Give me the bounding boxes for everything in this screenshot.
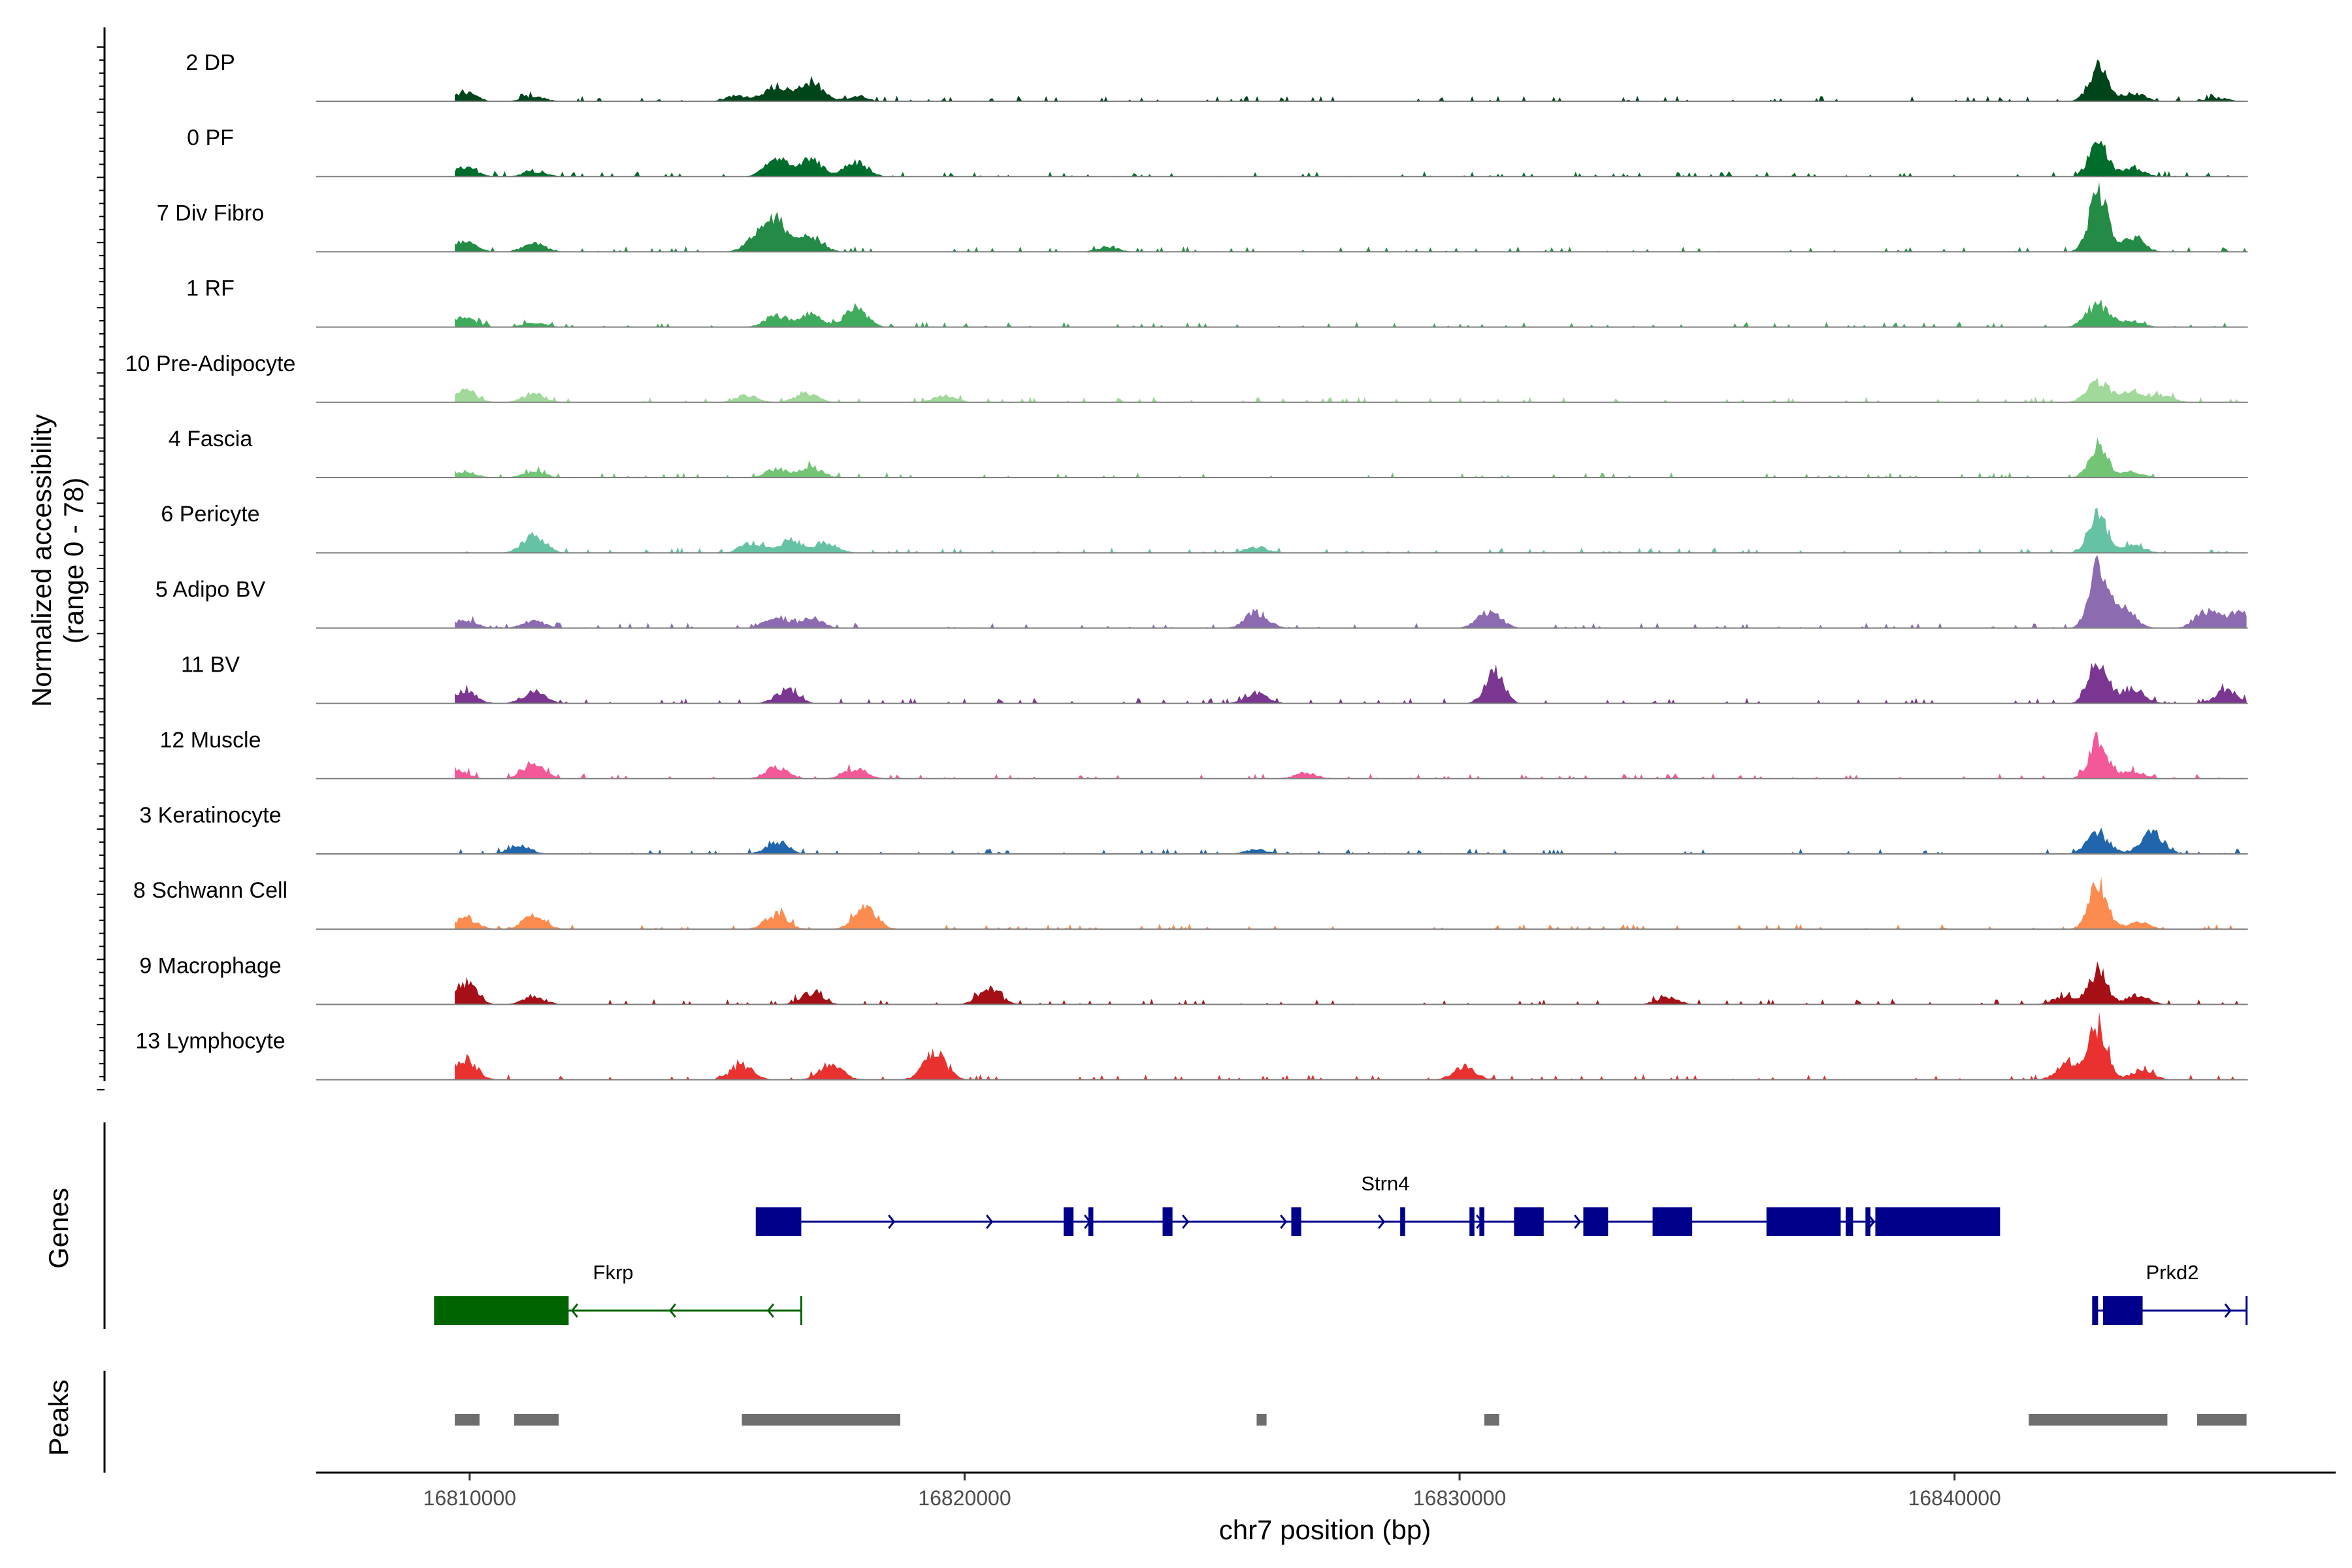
genes-track-label: Genes [43,1188,74,1269]
track-label: 6 Pericyte [161,502,259,527]
track-12-muscle: 12 Muscle [160,728,2248,779]
track-label: 10 Pre-Adipocyte [125,351,296,376]
gene-exon [1875,1207,1999,1236]
accessibility-signal [455,662,2247,704]
accessibility-signal [455,555,2247,629]
track-label: 3 Keratinocyte [139,803,281,828]
track-10-pre-adipocyte: 10 Pre-Adipocyte [125,351,2248,403]
gene-exon [1865,1207,1870,1236]
track-9-macrophage: 9 Macrophage [139,953,2248,1005]
track-13-lymphocyte: 13 Lymphocyte [135,1012,2248,1081]
track-label: 11 BV [181,653,240,678]
gene-label: Strn4 [1361,1172,1409,1195]
accessibility-signal [455,59,2247,101]
peak-region [455,1414,480,1426]
x-tick-label: 16810000 [423,1486,516,1510]
track-11-bv: 11 BV [181,653,2248,704]
x-tick-label: 16830000 [1413,1486,1506,1510]
track-1-rf: 1 RF [186,276,2248,328]
gene-exon [1088,1207,1094,1236]
track-label: 1 RF [186,276,235,301]
strand-arrow [1574,1215,1582,1229]
y-axis-title-line1: Normalized accessibility [26,414,57,707]
accessibility-signal [455,1012,2247,1080]
gene-exon [1514,1207,1544,1236]
gene-exon [434,1296,569,1325]
gene-label: Prkd2 [2146,1261,2199,1284]
gene-exon [1652,1207,1693,1236]
strand-arrow [570,1303,578,1318]
peak-track [455,1414,2247,1426]
peak-region [2197,1414,2247,1426]
accessibility-signal [455,961,2247,1005]
gene-fkrp: Fkrp [434,1261,802,1325]
track-label: 12 Muscle [160,728,261,753]
strand-arrow [668,1303,676,1318]
track-label: 7 Div Fibro [157,201,264,225]
gene-exon [1845,1207,1854,1236]
track-label: 2 DP [186,50,235,75]
strand-arrow [1378,1215,1386,1229]
accessibility-signal [455,508,2247,553]
peaks-track-label: Peaks [43,1380,74,1456]
track-7-div-fibro: 7 Div Fibro [157,182,2248,253]
strand-arrow [1280,1215,1288,1229]
track-2-dp: 2 DP [186,50,2248,102]
x-tick-label: 16840000 [1908,1486,2001,1510]
peak-region [514,1414,559,1426]
gene-exon [1162,1207,1173,1236]
gene-exon [1479,1207,1484,1236]
gene-exon [1583,1207,1609,1236]
left-axes [97,27,106,1473]
accessibility-signal [455,182,2247,252]
track-0-pf: 0 PF [187,125,2248,178]
gene-prkd2: Prkd2 [2092,1261,2248,1325]
y-axis-title-line2: (range 0 - 78) [58,478,89,644]
track-label: 8 Schwann Cell [133,878,287,903]
gene-strn4: Strn4 [755,1172,2001,1236]
peak-region [1256,1414,1267,1426]
track-6-pericyte: 6 Pericyte [161,502,2248,554]
accessibility-signal [455,437,2247,478]
x-axis-title: chr7 position (bp) [1219,1514,1431,1545]
strand-arrow [1868,1215,1876,1229]
gene-track: Strn4 Fkrp Prkd2 [434,1172,2248,1325]
track-label: 4 Fascia [169,427,253,451]
track-4-fascia: 4 Fascia [169,427,2248,478]
gene-label: Fkrp [593,1261,634,1284]
accessibility-signal [455,377,2247,402]
track-label: 5 Adipo BV [155,577,266,602]
gene-exon [2102,1296,2143,1325]
x-tick-label: 16820000 [918,1486,1011,1510]
peak-region [742,1414,900,1426]
x-axis: 16810000 16820000 16830000 16840000 [316,1471,2336,1510]
accessibility-signal [455,827,2247,854]
accessibility-signal [455,876,2247,930]
accessibility-signal [455,140,2247,177]
gene-exon [1766,1207,1841,1236]
gene-exon [1400,1207,1405,1236]
track-8-schwann-cell: 8 Schwann Cell [133,876,2248,930]
strand-arrow [888,1215,896,1229]
gene-exon [2093,1296,2099,1325]
strand-arrow [986,1215,994,1229]
track-3-keratinocyte: 3 Keratinocyte [139,803,2248,855]
gene-exon [1469,1207,1475,1236]
track-label: 0 PF [187,125,234,150]
accessibility-signal [455,299,2247,327]
track-5-adipo-bv: 5 Adipo BV [155,555,2248,629]
strand-arrow [2224,1303,2232,1318]
accessibility-tracks: 2 DP 0 PF 7 Div Fibro 1 RF 10 Pre-Adipocyte 4… [125,50,2248,1081]
peak-region [1484,1414,1499,1426]
strand-arrow [1182,1215,1190,1229]
accessibility-signal [455,732,2247,779]
gene-exon [757,1207,802,1236]
gene-exon [1063,1207,1074,1236]
track-label: 13 Lymphocyte [135,1029,285,1054]
gene-exon [1291,1207,1301,1236]
peak-region [2029,1414,2168,1426]
track-label: 9 Macrophage [139,953,281,978]
strand-arrow [766,1303,774,1318]
